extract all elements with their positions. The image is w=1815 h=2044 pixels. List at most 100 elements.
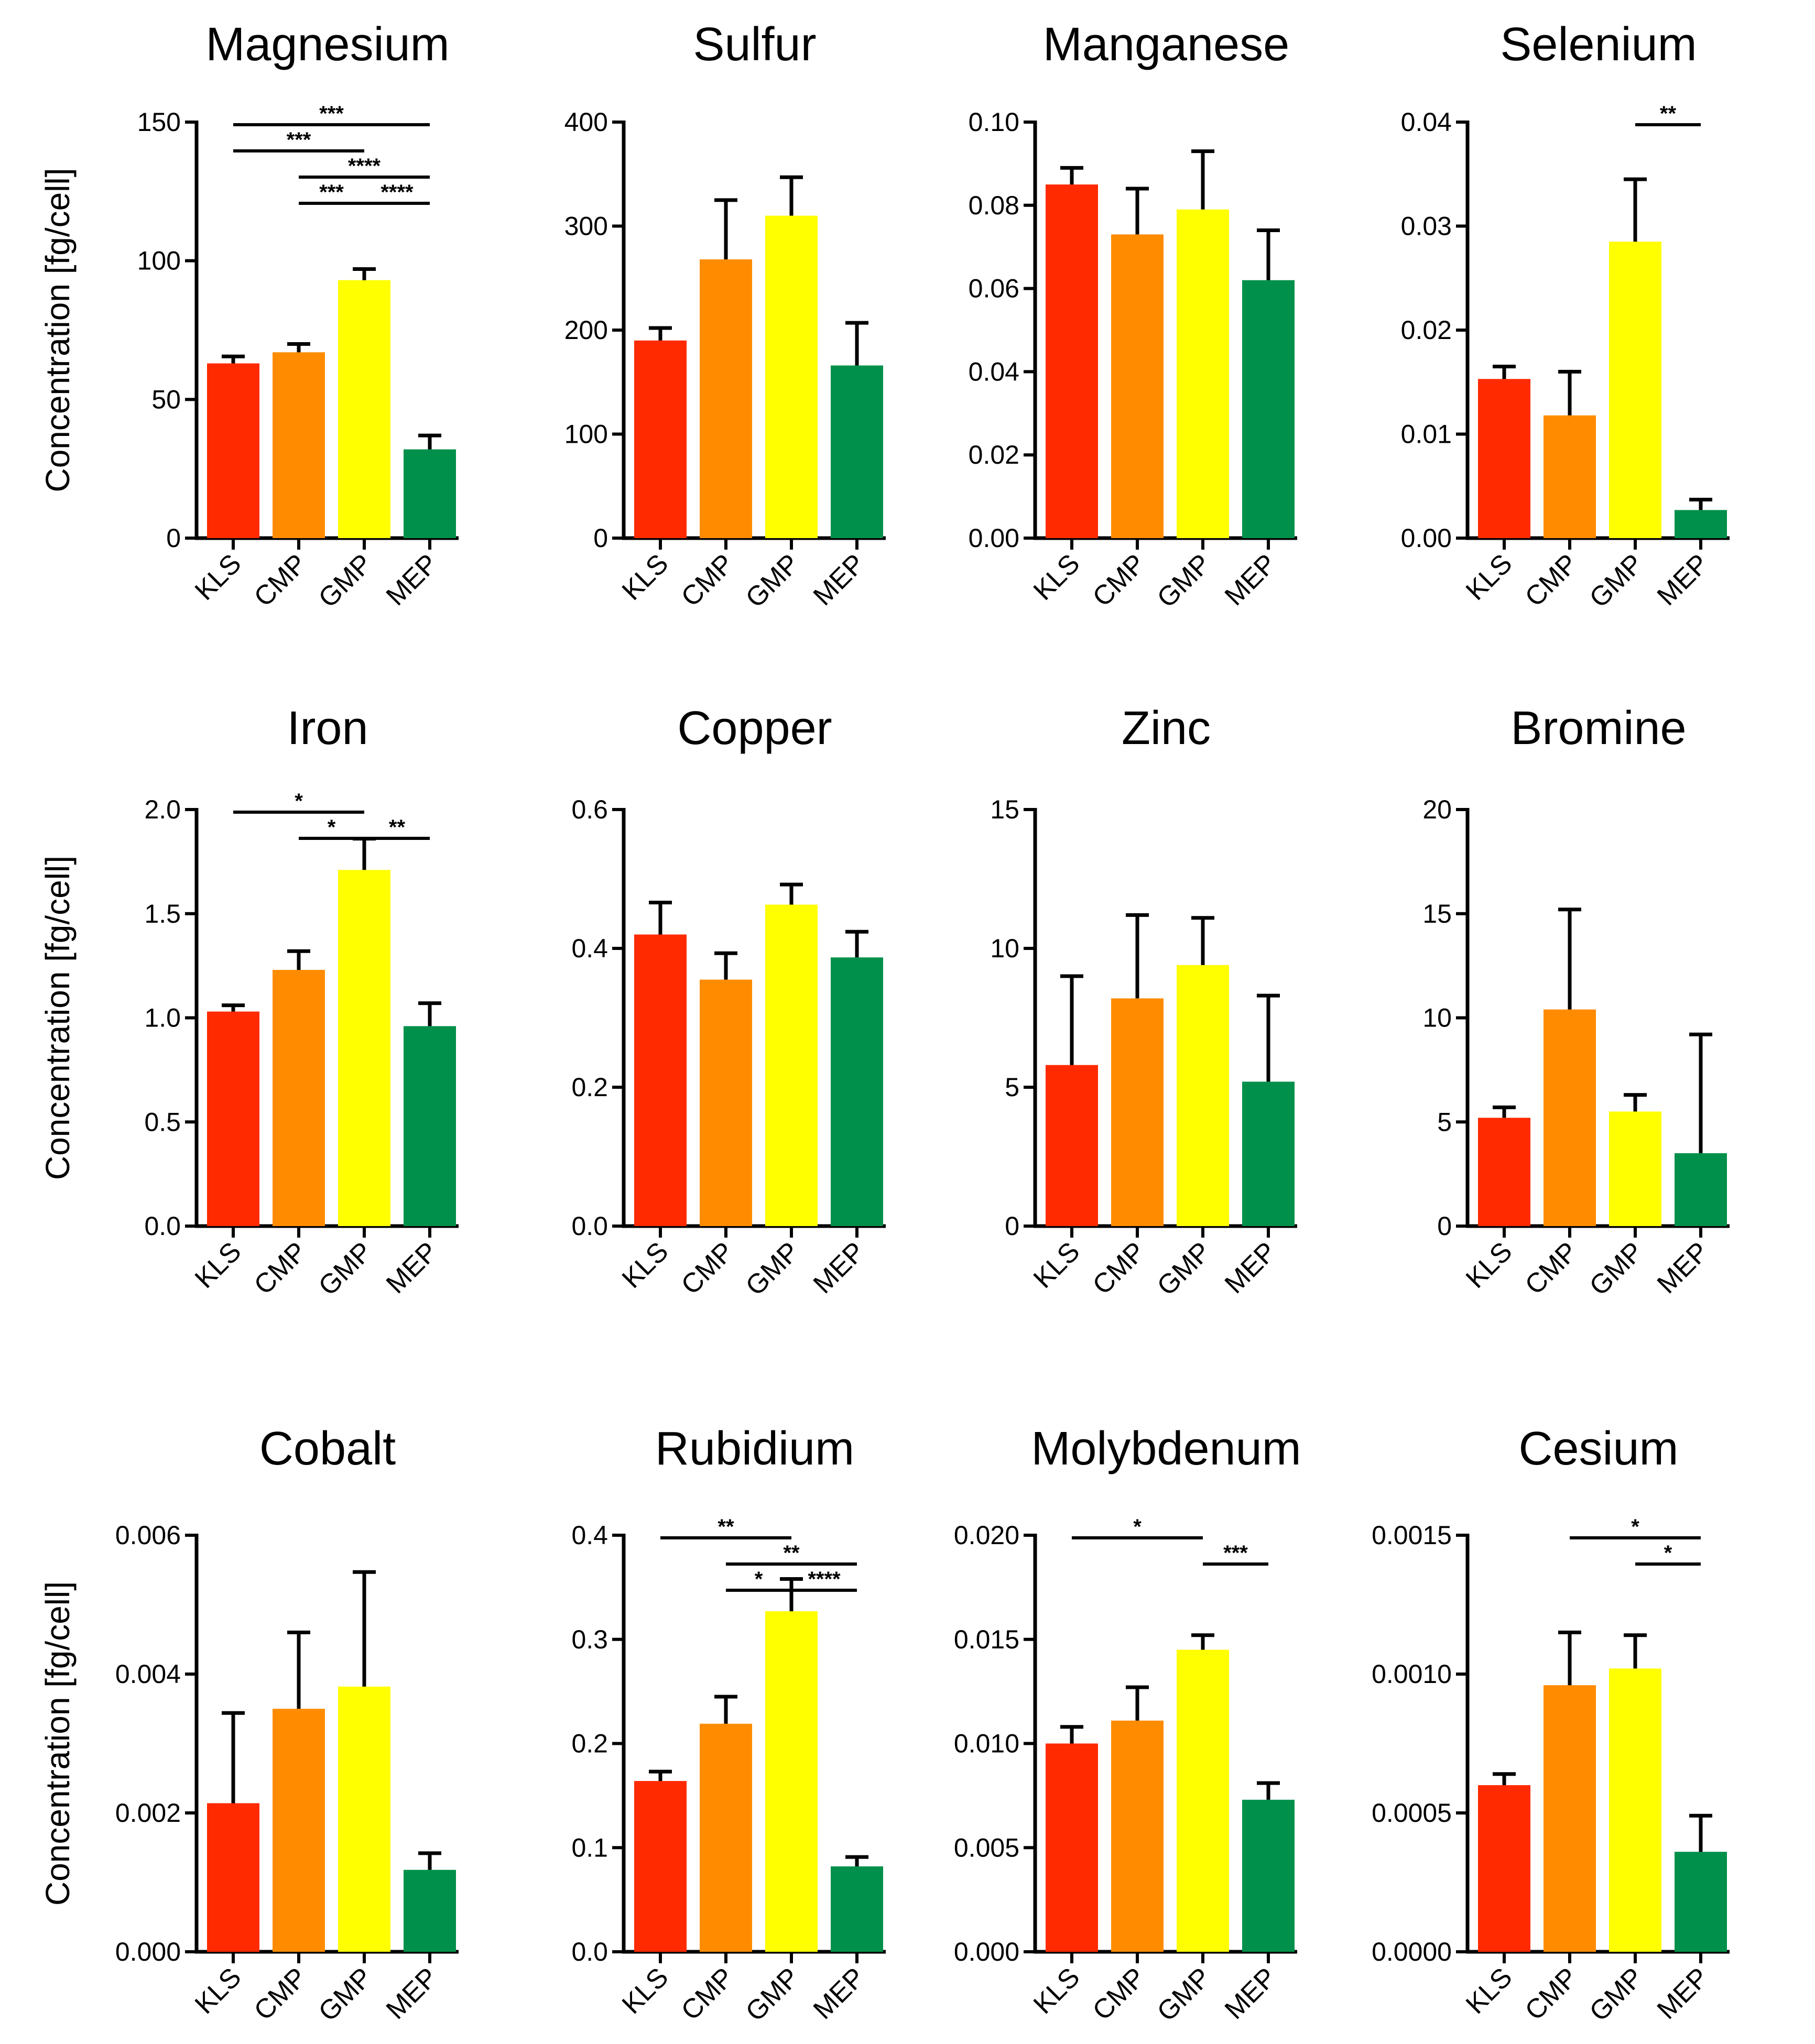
cesium-bar-mep	[1675, 1852, 1727, 1952]
bromine-bar-gmp	[1609, 1111, 1661, 1226]
manganese-bar-mep	[1242, 280, 1295, 538]
cesium-bar-cmp	[1544, 1685, 1596, 1952]
molybdenum-y-tick-label: 0.010	[954, 1729, 1019, 1758]
selenium-y-tick-label: 0.04	[1401, 107, 1452, 137]
bromine-category-label-kls: KLS	[1460, 1236, 1518, 1294]
sulfur-category-label-kls: KLS	[616, 548, 675, 606]
zinc-category-label-mep: MEP	[1219, 1236, 1283, 1299]
cobalt-y-tick-label: 0.006	[115, 1521, 181, 1550]
iron-category-label-kls: KLS	[189, 1236, 247, 1294]
bromine-bar-kls	[1478, 1118, 1530, 1226]
molybdenum-title: Molybdenum	[1031, 1423, 1301, 1475]
bromine-category-label-gmp: GMP	[1584, 1236, 1649, 1302]
rubidium-title: Rubidium	[655, 1423, 854, 1475]
selenium-significance-label: **	[1660, 102, 1677, 125]
bromine-bar-mep	[1675, 1153, 1727, 1226]
sulfur-bar-kls	[634, 340, 687, 538]
zinc-y-tick-label: 5	[1005, 1073, 1019, 1102]
manganese-category-label-gmp: GMP	[1151, 548, 1217, 614]
sulfur-category-label-cmp: CMP	[676, 548, 740, 613]
magnesium-significance-label: ***	[319, 181, 344, 204]
cesium-y-tick-label: 0.0005	[1372, 1798, 1452, 1828]
magnesium-y-tick-label: 50	[151, 385, 181, 414]
selenium-category-label-mep: MEP	[1651, 548, 1715, 611]
copper-title: Copper	[677, 702, 832, 755]
copper-category-label-cmp: CMP	[676, 1236, 740, 1300]
manganese-y-tick-label: 0.10	[969, 107, 1019, 137]
cobalt-y-tick-label: 0.002	[115, 1798, 181, 1828]
copper-category-label-kls: KLS	[616, 1236, 675, 1294]
selenium-y-tick-label: 0.01	[1401, 420, 1452, 449]
magnesium-title: Magnesium	[205, 18, 449, 71]
iron-bar-gmp	[338, 870, 390, 1226]
zinc-bar-mep	[1242, 1081, 1295, 1226]
sulfur-y-tick-label: 300	[564, 212, 608, 241]
rubidium-y-tick-label: 0.4	[571, 1521, 608, 1550]
selenium-y-tick-label: 0.02	[1401, 315, 1452, 345]
iron-y-axis-label: Concentration [fg/cell]	[39, 856, 77, 1180]
magnesium-bar-kls	[207, 363, 259, 538]
bromine-category-label-mep: MEP	[1651, 1236, 1715, 1299]
cobalt-bar-mep	[404, 1870, 456, 1952]
selenium-category-label-cmp: CMP	[1519, 548, 1584, 613]
molybdenum-y-tick-label: 0.005	[954, 1833, 1019, 1862]
iron-bar-mep	[404, 1026, 456, 1226]
cesium-bar-kls	[1478, 1785, 1530, 1952]
molybdenum-bar-cmp	[1111, 1720, 1164, 1952]
bromine-y-tick-label: 15	[1422, 899, 1452, 928]
rubidium-significance-label: *	[755, 1568, 763, 1591]
cesium-category-label-mep: MEP	[1651, 1962, 1715, 2025]
cobalt-bar-kls	[207, 1803, 259, 1952]
cesium-y-tick-label: 0.0000	[1372, 1937, 1452, 1966]
molybdenum-y-tick-label: 0.015	[954, 1625, 1019, 1654]
copper-y-tick-label: 0.4	[571, 934, 608, 963]
molybdenum-bar-gmp	[1177, 1649, 1229, 1952]
cobalt-bar-gmp	[338, 1686, 390, 1952]
copper-category-label-mep: MEP	[808, 1236, 871, 1299]
magnesium-category-label-kls: KLS	[189, 548, 247, 606]
iron-significance-label: **	[389, 816, 406, 839]
zinc-bar-cmp	[1111, 998, 1164, 1226]
magnesium-category-label-mep: MEP	[381, 548, 444, 611]
iron-category-label-mep: MEP	[381, 1236, 444, 1299]
selenium-bar-mep	[1675, 510, 1727, 538]
sulfur-bar-mep	[831, 365, 883, 538]
manganese-category-label-cmp: CMP	[1087, 548, 1151, 613]
magnesium-bar-cmp	[273, 352, 325, 538]
cobalt-y-tick-label: 0.004	[115, 1659, 181, 1689]
sulfur-y-tick-label: 0	[593, 523, 608, 553]
bromine-y-tick-label: 5	[1437, 1107, 1452, 1136]
panel-cesium: Cesium 0.0000 0.0005 0.0010 0.0015 KLS CMP GMP M…	[1372, 1423, 1730, 2027]
iron-y-tick-label: 0.0	[144, 1211, 181, 1241]
rubidium-y-tick-label: 0.0	[571, 1937, 608, 1966]
iron-y-tick-label: 0.5	[144, 1107, 181, 1136]
sulfur-category-label-gmp: GMP	[740, 548, 806, 614]
zinc-category-label-cmp: CMP	[1087, 1236, 1151, 1300]
cobalt-y-tick-label: 0.000	[115, 1937, 181, 1966]
panel-bromine: Bromine 0 5 10 15 20 KLS CMP GMP MEP	[1422, 702, 1730, 1302]
cesium-y-tick-label: 0.0010	[1372, 1659, 1452, 1689]
panel-cobalt: Cobalt Concentration [fg/cell] 0.000 0.002 0…	[39, 1423, 459, 2027]
rubidium-y-tick-label: 0.3	[571, 1625, 608, 1654]
iron-title: Iron	[287, 702, 368, 755]
molybdenum-y-tick-label: 0.000	[954, 1937, 1019, 1966]
cesium-category-label-cmp: CMP	[1519, 1962, 1584, 2026]
molybdenum-category-label-kls: KLS	[1028, 1962, 1086, 2020]
rubidium-bar-kls	[634, 1781, 687, 1952]
panel-copper: Copper 0.0 0.2 0.4 0.6 KLS CMP GMP MEP	[571, 702, 886, 1302]
cesium-category-label-kls: KLS	[1460, 1962, 1518, 2020]
selenium-bar-gmp	[1609, 242, 1661, 538]
cobalt-category-label-mep: MEP	[381, 1962, 444, 2025]
cobalt-bar-cmp	[273, 1709, 325, 1952]
selenium-title: Selenium	[1500, 18, 1697, 71]
rubidium-bar-mep	[831, 1866, 883, 1952]
bromine-title: Bromine	[1510, 702, 1686, 755]
magnesium-category-label-gmp: GMP	[313, 548, 378, 614]
iron-category-label-cmp: CMP	[248, 1236, 313, 1300]
cobalt-category-label-gmp: GMP	[313, 1962, 378, 2027]
magnesium-bar-gmp	[338, 280, 390, 538]
panel-magnesium: Magnesium Concentration [fg/cell] 0 50 100 15…	[39, 18, 459, 614]
manganese-y-tick-label: 0.06	[969, 274, 1019, 303]
cobalt-y-axis-label: Concentration [fg/cell]	[39, 1581, 77, 1906]
